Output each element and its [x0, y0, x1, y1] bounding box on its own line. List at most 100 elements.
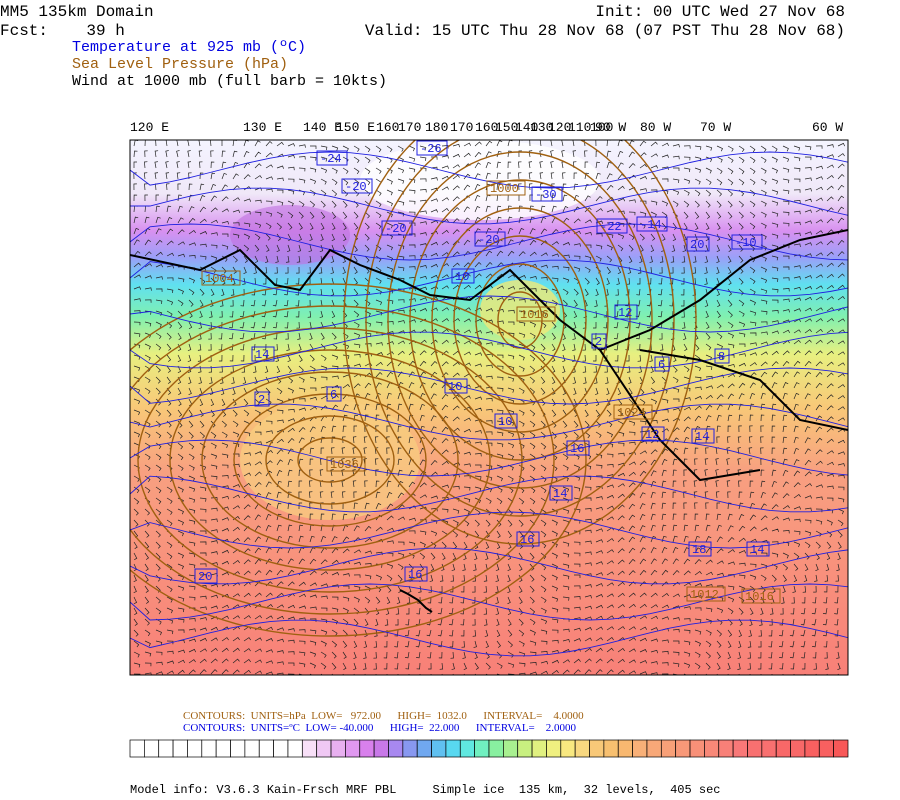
color-bar-cell	[215, 739, 231, 758]
color-bar-cell	[560, 739, 576, 758]
longitude-label: 140	[515, 120, 538, 135]
color-bar-cell	[459, 739, 475, 758]
contour-label-box	[731, 234, 763, 250]
color-bar-cell	[345, 739, 361, 758]
color-bar-cell	[359, 739, 375, 758]
isobar	[201, 371, 459, 549]
color-bar-cell	[445, 739, 461, 758]
color-bar-cell	[517, 739, 533, 758]
contour-label-box	[381, 220, 413, 236]
color-bar-cell	[689, 739, 705, 758]
color-bar-cell	[818, 739, 834, 758]
color-bar-cell	[632, 739, 648, 758]
contour-label-box	[516, 531, 540, 547]
color-bar-cell	[704, 739, 720, 758]
contour-label-box	[194, 568, 218, 584]
longitude-label: 170	[450, 120, 473, 135]
map: -24 -26 -20 -20 -30 -22 -14 -20 -10 20 1000 10 1004 1…	[130, 140, 848, 675]
longitude-label: 90 W	[595, 120, 626, 135]
contour-label-box	[416, 140, 448, 156]
color-bar-cell	[416, 739, 432, 758]
contour-label-box	[316, 150, 348, 166]
color-bar-cell	[402, 739, 418, 758]
longitude-label: 100	[590, 120, 613, 135]
contour-label-box	[326, 456, 366, 472]
contour-label-box	[596, 218, 628, 234]
isotherm	[130, 583, 848, 621]
color-bar-cell	[775, 739, 791, 758]
contour-label: 1012	[690, 588, 719, 602]
contour-label-box	[494, 413, 518, 429]
color-bar-cell	[431, 739, 447, 758]
pressure-field-label: Sea Level Pressure (hPa)	[72, 56, 288, 73]
isobar	[130, 283, 587, 637]
isotherm	[130, 259, 848, 297]
color-bar-cell	[129, 739, 145, 758]
contour-label: 14	[695, 430, 709, 444]
contour-label-box	[474, 231, 506, 247]
warm-tongue	[480, 280, 560, 340]
contour-label: -14	[640, 218, 662, 232]
contour-label: 14	[553, 487, 567, 501]
isotherm	[130, 151, 848, 189]
isotherm	[130, 511, 848, 549]
color-bar-cell	[660, 739, 677, 758]
contour-label-box	[404, 566, 428, 582]
valid-time: Valid: 15 UTC Thu 28 Nov 68 (07 PST Thu …	[365, 22, 845, 40]
longitude-label: 150	[495, 120, 518, 135]
contour-label-box	[613, 404, 653, 420]
color-bar-cell	[144, 739, 160, 758]
contour-label: 2	[258, 393, 265, 407]
color-bar-cell	[244, 739, 260, 758]
color-bar-cell	[172, 739, 188, 758]
contour-label-box	[201, 270, 241, 286]
isotherm	[130, 547, 848, 585]
contour-label: 12	[618, 306, 632, 320]
contour-label-box	[636, 216, 668, 232]
contour-label-box	[531, 186, 563, 202]
contour-label: 6	[330, 388, 337, 402]
contour-label: 18	[692, 543, 706, 557]
contour-label-box	[549, 485, 573, 501]
color-bar-cell	[790, 739, 806, 758]
wind-field-label: Wind at 1000 mb (full barb = 10kts)	[72, 73, 387, 90]
color-bar-cell	[531, 739, 547, 758]
color-bar-cell	[761, 739, 777, 758]
contour-label-box	[451, 268, 475, 284]
longitude-label: 120	[548, 120, 571, 135]
pressure-contours	[130, 140, 697, 637]
cold-low	[230, 205, 350, 265]
color-bar-cell	[474, 739, 490, 758]
contour-label-box	[444, 378, 468, 394]
color-bar-cell	[574, 739, 590, 758]
contour-label: 8	[718, 350, 725, 364]
contour-label: -10	[735, 236, 757, 250]
contour-label: 1016	[520, 308, 549, 322]
contour-label: 16	[570, 442, 584, 456]
contour-label-box	[686, 236, 710, 252]
isobar	[297, 437, 363, 483]
isobar	[365, 140, 675, 517]
isotherm	[130, 187, 848, 225]
contour-label: 1016	[745, 590, 774, 604]
forecast-hour: Fcst: 39 h	[0, 22, 125, 40]
coastlines	[130, 229, 848, 482]
isotherm	[130, 619, 848, 657]
isotherm	[130, 331, 848, 369]
contour-label: -24	[320, 152, 342, 166]
color-bar-cell	[747, 739, 763, 758]
contour-label: 2	[595, 335, 602, 349]
color-bar-cell	[804, 739, 820, 758]
color-bar-cell	[589, 739, 605, 758]
contour-label-box	[566, 440, 590, 456]
longitude-label: 160	[475, 120, 498, 135]
longitude-label: 80 W	[640, 120, 671, 135]
isobar	[431, 207, 609, 433]
isobar	[265, 415, 395, 505]
model-info: Model info: V3.6.3 Kain-Frsch MRF PBL Si…	[130, 783, 721, 797]
init-time: Init: 00 UTC Wed 27 Nov 68	[595, 3, 845, 21]
contour-label: 6	[658, 358, 665, 372]
contour-label-box	[686, 586, 726, 602]
color-bar-cell	[732, 739, 748, 758]
longitude-label: 170	[398, 120, 421, 135]
